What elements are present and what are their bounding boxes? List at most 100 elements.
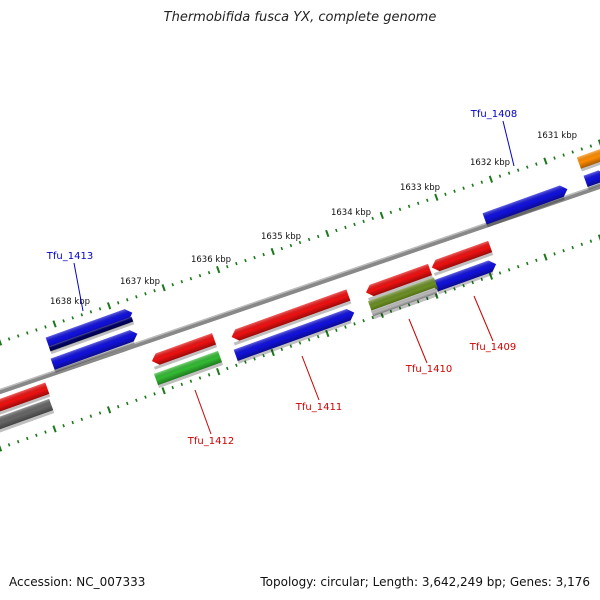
scale-tick [16,334,20,338]
feature-blue-partial[interactable] [583,169,600,190]
scale-tick [562,249,565,253]
feature-tfu-1412-red[interactable] [150,333,218,370]
gene-label[interactable]: Tfu_1411 [295,402,342,413]
feature-orange-partial[interactable] [576,147,600,172]
scale-tick [280,246,284,251]
scale-tick [226,264,229,269]
scale-tick [7,337,11,341]
scale-tick [379,211,384,219]
scale-tick [116,301,120,305]
feature-tfu-1413-blue-b[interactable] [50,328,141,373]
scale-tick [589,144,593,148]
accession-text: Accession: NC_007333 [9,575,146,589]
scale-tick [353,222,356,227]
scale-tick [444,192,447,196]
scale-tick [135,398,138,402]
scale-tick [398,207,402,212]
scale-tick [207,270,211,275]
scale-tick [407,303,411,307]
scale-label: 1632 kbp [470,158,510,168]
scale-tick [126,298,129,302]
feature-tfu-1410-gray[interactable] [370,287,439,320]
scale-tick [171,385,174,390]
scale-tick [298,240,302,245]
scale-tick [270,348,275,357]
scale-tick [526,261,529,266]
feature-tfu-1411-red[interactable] [230,289,352,346]
scale-tick [543,253,548,261]
gene-label[interactable]: Tfu_1413 [46,251,93,262]
scale-tick [0,445,3,452]
scale-label: 1635 kbp [261,232,301,242]
scale-tick [26,331,29,335]
scale-tick [135,295,138,299]
scale-tick [444,290,447,294]
scale-tick [362,319,365,323]
scale-tick [235,261,238,266]
feature-tfu-1410-red[interactable] [364,263,434,301]
feature-left-gray[interactable] [0,398,55,434]
scale-tick [106,406,112,414]
gene-label-leader [194,389,212,435]
gene-label-leader [73,262,84,312]
scale-tick [316,234,320,239]
scale-tick [180,280,184,284]
scale-tick [597,234,600,241]
scale-tick [362,219,365,224]
backbone-line [0,183,600,395]
feature-tfu-1413-navy[interactable] [48,316,135,355]
feature-left-red[interactable] [0,382,51,417]
scale-tick [44,430,47,434]
gene-label-leader [408,318,428,364]
scale-tick [98,411,102,415]
scale-tick [389,210,393,215]
gene-label[interactable]: Tfu_1412 [187,436,234,447]
scale-tick [325,229,330,238]
scale-tick [98,307,102,311]
scale-tick [589,239,593,243]
scale-tick [453,287,456,291]
scale-tick [316,334,320,339]
scale-tick [62,424,65,428]
feature-tfu-1409-red[interactable] [430,240,494,276]
scale-tick [153,392,156,396]
scale-tick [35,433,38,437]
scale-tick [180,382,184,387]
scale-tick [80,313,84,317]
scale-tick [16,439,20,444]
scale-tick [235,363,238,367]
scale-tick [398,306,402,310]
scale-label: 1636 kbp [191,255,231,265]
feature-tfu-1412-green[interactable] [153,350,224,388]
scale-tick [71,420,74,425]
gene-label[interactable]: Tfu_1409 [469,342,516,353]
scale-tick [416,299,420,304]
feature-tfu-1408-blue[interactable] [482,183,571,228]
scale-tick [189,276,193,281]
gene-label[interactable]: Tfu_1408 [470,109,517,120]
gene-label-leader [301,355,320,401]
scale-tick [471,183,474,187]
scale-tick [226,366,229,371]
scale-tick [344,325,347,329]
feature-tfu-1409-blue[interactable] [433,259,499,295]
scale-tick [597,139,600,146]
scale-tick [116,404,120,409]
gene-label[interactable]: Tfu_1410 [405,364,452,375]
scale-tick [535,258,538,262]
scale-tick [516,264,520,269]
scale-tick [289,243,293,248]
scale-tick [253,255,256,260]
scale-tick [371,315,374,320]
scale-tick [498,174,502,178]
scale-tick [535,162,538,166]
scale-tick [507,171,511,175]
scale-tick [426,198,429,202]
scale-tick [153,289,156,293]
scale-tick [262,252,265,257]
outer-scale-ticks [0,139,600,346]
inner-scale-ticks [0,234,600,452]
feature-tfu-1411-blue[interactable] [233,307,358,364]
scale-tick [526,165,529,169]
scale-tick [7,443,11,447]
